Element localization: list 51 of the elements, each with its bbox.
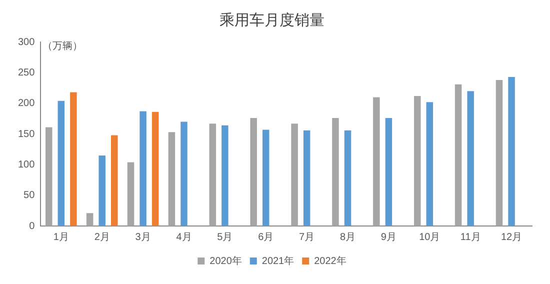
y-tick-label: 300 [18,36,36,48]
legend-label: 2020年 [210,254,242,267]
x-tick-label: 3月 [135,232,151,243]
bar [291,124,298,226]
bar [373,97,380,226]
bar [152,112,159,226]
legend-label: 2021年 [262,254,294,267]
bar [209,124,216,226]
bar [111,135,118,226]
x-tick-label: 10月 [419,232,440,243]
bar [127,162,134,226]
legend-label: 2022年 [314,254,346,267]
x-tick-label: 11月 [460,232,481,243]
bar [58,100,65,226]
x-tick-label: 4月 [176,232,192,243]
bar [180,122,188,226]
bar [508,76,515,226]
y-tick-label: 250 [18,67,36,78]
x-tick-label: 7月 [299,232,315,243]
x-tick-label: 6月 [258,232,274,243]
bar [344,130,352,226]
bar [426,102,434,226]
bar [250,118,257,226]
bar [262,130,270,226]
y-tick-label: 150 [18,128,36,140]
bar [140,111,146,226]
x-tick-label: 2月 [94,232,110,243]
bar [45,127,52,226]
bar [332,118,339,226]
x-tick-label: 1月 [53,232,69,243]
bar [222,125,228,226]
y-tick-label: 0 [29,220,36,232]
x-tick-label: 9月 [380,232,396,243]
bar [496,80,503,226]
y-tick-label: 100 [18,159,36,170]
bar [98,155,106,226]
bar [454,84,462,226]
bar [70,92,77,226]
bar [303,130,310,226]
chart-title: 乘用车月度销量 [220,12,324,29]
bar [86,213,94,226]
bar [385,118,392,226]
y-axis-title: （万辆） [42,40,83,52]
bar [168,132,176,226]
bar [467,91,474,226]
x-tick-label: 12月 [500,232,522,243]
bar [414,96,421,226]
y-tick-label: 200 [18,98,36,110]
x-tick-label: 8月 [340,232,356,243]
y-tick-label: 50 [24,190,36,202]
x-tick-label: 5月 [217,232,233,243]
